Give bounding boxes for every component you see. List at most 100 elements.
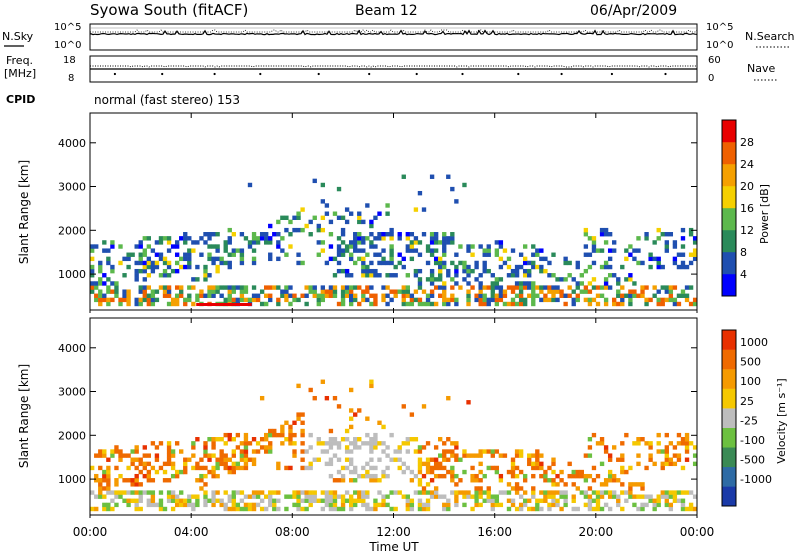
velocity-y-label: Slant Range [km] bbox=[17, 364, 31, 468]
vel-cells-cell-911 bbox=[620, 465, 625, 471]
beam-title: Beam 12 bbox=[355, 3, 418, 19]
power-cells-cell-232 bbox=[223, 285, 228, 290]
vel-cells-cell-260 bbox=[235, 432, 241, 438]
power-cells-cell-975 bbox=[668, 293, 674, 298]
power-cells-cell-749 bbox=[510, 297, 516, 303]
power-cells-cell-118 bbox=[158, 273, 164, 278]
power-cells-cell-592 bbox=[425, 248, 431, 253]
vel-cells-cell-427 bbox=[332, 498, 338, 503]
vel-cells-cell-58 bbox=[126, 502, 131, 508]
vel-cells-cell-967 bbox=[664, 498, 669, 503]
vel-cells-cell-851 bbox=[583, 478, 589, 483]
vel-cells-cell-286 bbox=[251, 506, 257, 512]
vel-cells-cell-598 bbox=[421, 502, 427, 508]
power-colorbar-swatch-4 bbox=[722, 186, 736, 209]
vel-cells-cell-198 bbox=[207, 457, 212, 462]
vel-cells-cell-617 bbox=[429, 478, 435, 483]
power-colorbar-label-4: 12 bbox=[740, 224, 754, 237]
vel-cells-cell-1013 bbox=[688, 441, 694, 446]
vel-cells-cell-640 bbox=[442, 457, 447, 462]
power-cells-cell-44 bbox=[114, 293, 119, 298]
power-cells-cell-466 bbox=[361, 248, 366, 253]
power-cells-cell-379 bbox=[320, 182, 326, 188]
vel-cells-cell-954 bbox=[652, 461, 657, 467]
vel-cells-cell-16 bbox=[102, 506, 107, 512]
vel-cells-cell-818 bbox=[555, 502, 560, 508]
power-cells-cell-914 bbox=[620, 285, 625, 290]
power-cells-cell-946 bbox=[648, 297, 653, 303]
vel-cells-cell-963 bbox=[660, 465, 665, 471]
vel-cells-cell-51 bbox=[118, 457, 123, 462]
vel-cells-cell-452 bbox=[344, 490, 350, 495]
power-cells-cell-838 bbox=[567, 260, 572, 266]
power-cells-cell-612 bbox=[433, 248, 439, 253]
vel-cells-cell-679 bbox=[466, 494, 471, 499]
vel-cells-cell-211 bbox=[211, 437, 216, 442]
vel-cells-cell-142 bbox=[170, 461, 176, 467]
vel-cells-cell-264 bbox=[239, 465, 245, 471]
power-cells-cell-447 bbox=[353, 232, 358, 237]
vel-cells-cell-108 bbox=[150, 478, 156, 483]
vel-cells-cell-877 bbox=[599, 494, 605, 499]
power-cells-cell-301 bbox=[268, 293, 273, 298]
vel-cells-cell-510 bbox=[369, 465, 374, 471]
vel-cells-cell-509 bbox=[369, 473, 374, 479]
vel-cells-cell-920 bbox=[628, 490, 633, 495]
vel-cells-cell-30 bbox=[106, 478, 111, 483]
vel-cells-cell-856 bbox=[587, 498, 593, 503]
vel-cells-cell-483 bbox=[357, 498, 362, 503]
power-cells-cell-608 bbox=[433, 285, 439, 290]
power-cells-cell-88 bbox=[142, 264, 147, 270]
vel-cells-cell-308 bbox=[264, 445, 269, 450]
vel-cells-cell-776 bbox=[531, 490, 536, 495]
vel-cells-cell-245 bbox=[231, 498, 236, 503]
noise-left-tick-top: 10^5 bbox=[54, 22, 81, 33]
vel-cells-cell-602 bbox=[421, 461, 427, 467]
vel-cells-cell-102 bbox=[146, 461, 151, 467]
power-cells-cell-832 bbox=[563, 277, 568, 282]
power-cells-cell-915 bbox=[620, 264, 625, 270]
vel-cells-cell-471 bbox=[348, 408, 354, 413]
power-cells-cell-180 bbox=[191, 248, 196, 253]
power-colorbar-frame bbox=[721, 119, 737, 297]
power-cells-cell-306 bbox=[268, 236, 273, 241]
vel-cells-cell-526 bbox=[373, 437, 378, 442]
vel-cells-cell-618 bbox=[429, 469, 435, 475]
power-cells-cell-979 bbox=[672, 301, 678, 307]
vel-cells-cell-451 bbox=[344, 498, 350, 503]
power-cells-cell-388 bbox=[328, 256, 334, 262]
vel-cells-cell-293 bbox=[251, 437, 257, 442]
power-cells-cell-124 bbox=[162, 289, 168, 294]
power-cells-cell-360 bbox=[312, 285, 317, 290]
power-cells-cell-573 bbox=[413, 207, 419, 212]
nave-spike-5 bbox=[368, 72, 371, 76]
vel-cells-cell-847 bbox=[579, 469, 584, 475]
power-cells-cell-954 bbox=[656, 301, 661, 307]
power-cells-cell-178 bbox=[191, 285, 196, 290]
power-cells-cell-864 bbox=[587, 264, 593, 270]
power-cells-cell-1005 bbox=[688, 252, 694, 257]
power-cells-cell-716 bbox=[490, 289, 495, 294]
power-cells-cell-324 bbox=[284, 293, 289, 298]
power-cells-cell-332 bbox=[288, 285, 293, 290]
power-cells-cell-488 bbox=[369, 223, 374, 229]
vel-cells-cell-644 bbox=[446, 506, 451, 512]
vel-cells-cell-709 bbox=[482, 449, 487, 454]
power-cells-cell-323 bbox=[284, 297, 289, 303]
power-cells-cell-402 bbox=[336, 248, 342, 253]
power-cells-cell-717 bbox=[490, 285, 495, 290]
vel-cells-cell-572 bbox=[405, 441, 410, 446]
vel-cells-cell-669 bbox=[454, 441, 459, 446]
vel-cells-cell-294 bbox=[255, 502, 261, 508]
power-cells-cell-16 bbox=[98, 293, 103, 298]
power-cells-cell-728 bbox=[494, 240, 500, 245]
vel-cells-cell-47 bbox=[114, 445, 119, 450]
power-cells-cell-551 bbox=[405, 289, 410, 294]
power-cells-cell-417 bbox=[340, 227, 346, 233]
vel-cells-cell-202 bbox=[211, 498, 216, 503]
power-cells-cell-884 bbox=[599, 227, 605, 233]
vel-cells-cell-320 bbox=[272, 506, 277, 512]
power-cells-cell-1012 bbox=[692, 248, 698, 253]
power-cells-cell-359 bbox=[312, 289, 317, 294]
